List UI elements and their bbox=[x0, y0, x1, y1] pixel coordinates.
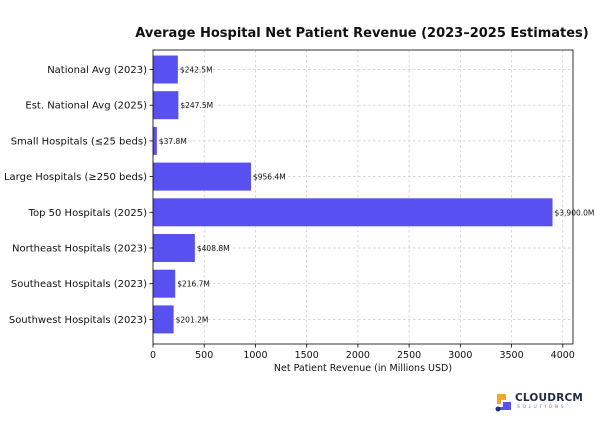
bar bbox=[153, 305, 174, 334]
bar bbox=[153, 269, 176, 298]
x-tick-label: 1000 bbox=[243, 350, 267, 361]
x-tick-label: 0 bbox=[150, 350, 156, 361]
data-label: $247.5M bbox=[180, 101, 213, 110]
x-tick-labels: 0 500 1000 1500 2000 2500 3000 3500 4000 bbox=[150, 344, 575, 361]
brand-logo: CLOUDRCM SOLUTIONS bbox=[493, 388, 593, 416]
data-label: $37.8M bbox=[159, 137, 187, 146]
data-label: $956.4M bbox=[253, 173, 286, 182]
x-tick-label: 1500 bbox=[295, 350, 319, 361]
logo-tagline: SOLUTIONS bbox=[517, 405, 567, 410]
data-labels: $242.5M $247.5M $37.8M $956.4M $3,900.0M $408… bbox=[159, 66, 595, 325]
bars bbox=[153, 55, 553, 334]
bar bbox=[153, 55, 178, 84]
bar bbox=[153, 162, 251, 191]
y-tick-label: National Avg (2023) bbox=[47, 65, 147, 76]
data-label: $3,900.0M bbox=[555, 208, 595, 217]
x-axis-label: Net Patient Revenue (in Millions USD) bbox=[274, 363, 452, 374]
x-tick-label: 3500 bbox=[499, 350, 523, 361]
data-label: $408.8M bbox=[197, 244, 230, 253]
y-tick-label: Top 50 Hospitals (2025) bbox=[28, 208, 147, 219]
y-tick-label: Est. National Avg (2025) bbox=[25, 101, 147, 112]
data-label: $201.2M bbox=[176, 315, 209, 324]
grid bbox=[152, 50, 573, 344]
bar bbox=[153, 234, 195, 262]
logo-name: CLOUDRCM bbox=[515, 392, 584, 404]
data-label: $216.7M bbox=[177, 280, 210, 289]
logo-mark-icon bbox=[495, 394, 511, 412]
y-tick-label: Northeast Hospitals (2023) bbox=[12, 244, 147, 255]
y-tick-label: Large Hospitals (≥250 beds) bbox=[4, 172, 147, 183]
y-tick-label: Southwest Hospitals (2023) bbox=[9, 315, 147, 326]
bar bbox=[153, 198, 553, 227]
x-tick-label: 3000 bbox=[448, 350, 472, 361]
plot-frame bbox=[152, 49, 574, 345]
data-label: $242.5M bbox=[180, 66, 213, 75]
bar bbox=[153, 126, 157, 155]
bar bbox=[153, 91, 179, 120]
y-tick-label: Small Hospitals (≤25 beds) bbox=[11, 136, 147, 147]
x-tick-label: 500 bbox=[195, 350, 213, 361]
x-tick-label: 2000 bbox=[346, 350, 370, 361]
x-tick-label: 2500 bbox=[397, 350, 421, 361]
x-tick-label: 4000 bbox=[551, 350, 575, 361]
y-tick-label: Southeast Hospitals (2023) bbox=[11, 279, 147, 290]
y-tick-labels: National Avg (2023) Est. National Avg (20… bbox=[4, 65, 153, 326]
chart-title: Average Hospital Net Patient Revenue (20… bbox=[135, 26, 589, 41]
